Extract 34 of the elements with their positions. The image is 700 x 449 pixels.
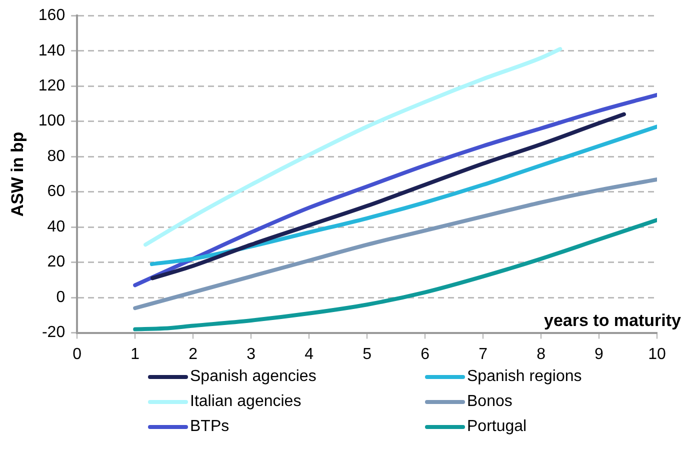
y-axis-title: ASW in bp	[8, 132, 27, 217]
line-series	[133, 177, 657, 310]
x-tick-label: 4	[304, 346, 314, 363]
line-series	[133, 92, 657, 288]
y-tick-label: -20	[42, 324, 66, 342]
y-tick-label: 0	[56, 288, 66, 306]
legend-label: Portugal	[467, 418, 527, 436]
x-tick-label: 0	[72, 346, 82, 363]
x-tick-label: 10	[648, 346, 666, 363]
y-tick-label: 60	[47, 183, 66, 200]
x-tick-label: 6	[420, 346, 430, 363]
x-tick-label: 1	[130, 346, 140, 363]
x-axis-title: years to maturity	[544, 310, 682, 330]
y-tick-label: 120	[38, 77, 66, 94]
y-tick-label: 20	[47, 254, 66, 271]
x-tick-label: 7	[478, 346, 488, 363]
x-tick-label: 5	[362, 346, 372, 363]
y-tick-label: 140	[38, 42, 66, 60]
legend-label: Bonos	[467, 393, 512, 411]
y-tick-label: 40	[47, 218, 66, 236]
x-tick-label: 2	[188, 346, 198, 363]
x-tick-label: 8	[536, 346, 546, 363]
x-tick-label: 9	[594, 346, 604, 363]
legend-label: Italian agencies	[190, 393, 302, 411]
legend-label: BTPs	[190, 418, 230, 436]
y-tick-label: 160	[38, 7, 66, 24]
legend-label: Spanish regions	[467, 368, 582, 386]
x-tick-label: 3	[246, 346, 256, 363]
line-series	[150, 112, 626, 280]
legend-label: Spanish agencies	[190, 368, 316, 386]
y-tick-label: 80	[47, 148, 66, 165]
line-series	[150, 124, 657, 266]
line-series	[144, 47, 562, 247]
y-tick-label: 100	[38, 112, 66, 130]
